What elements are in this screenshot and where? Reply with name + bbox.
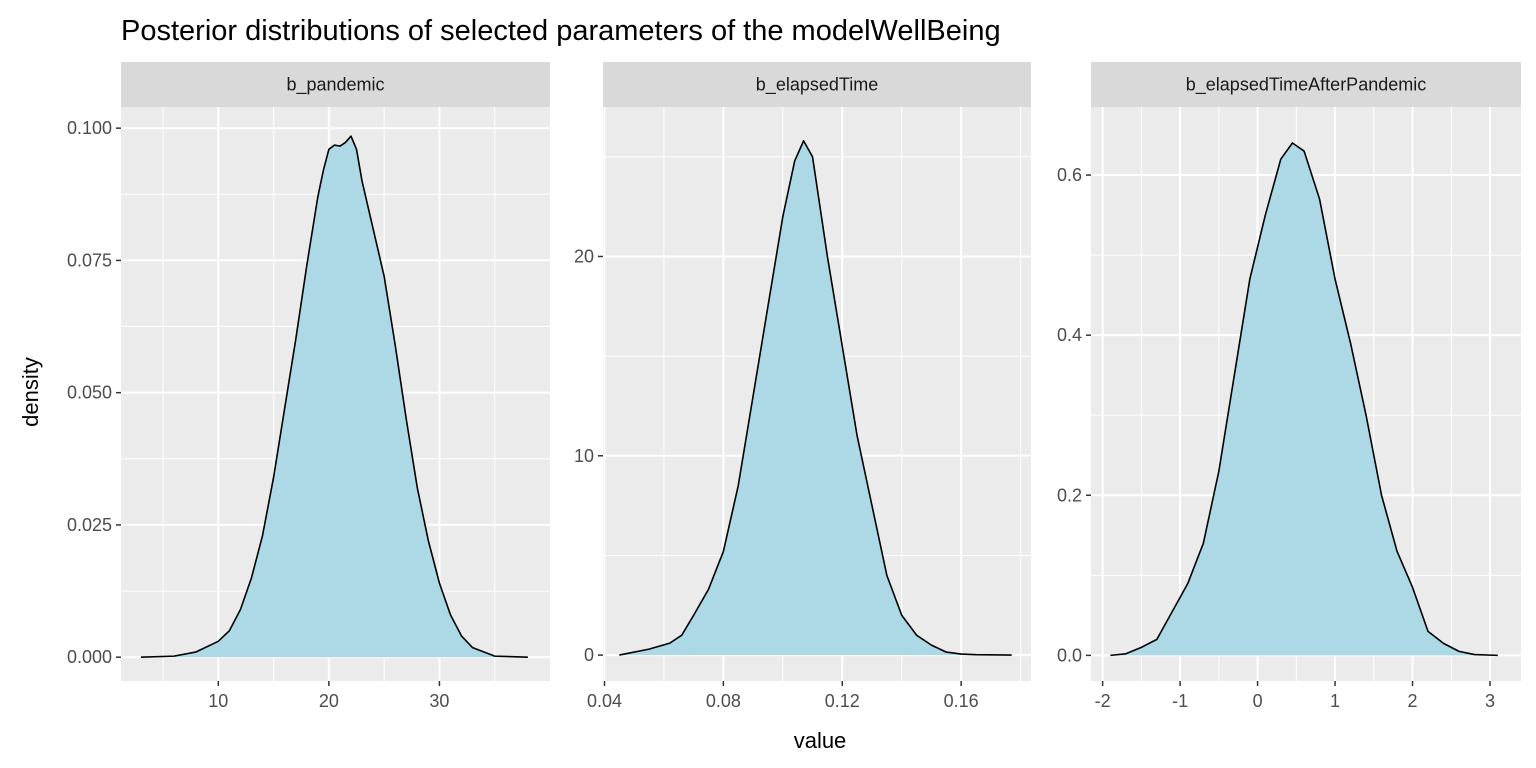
y-tick-label: 0.0 xyxy=(1057,645,1082,665)
x-axis-title: value xyxy=(794,728,847,753)
y-tick-label: 0.050 xyxy=(67,383,112,403)
x-tick-label: -2 xyxy=(1095,691,1111,711)
y-tick-label: 0.100 xyxy=(67,118,112,138)
y-tick-label: 20 xyxy=(574,246,594,266)
x-tick-label: 0.12 xyxy=(825,691,860,711)
facet-strip-3 xyxy=(1091,62,1521,107)
x-tick-label: 0.08 xyxy=(706,691,741,711)
x-tick-label: 0.04 xyxy=(587,691,622,711)
y-tick-label: 0.000 xyxy=(67,647,112,667)
y-tick-label: 0.075 xyxy=(67,250,112,270)
y-tick-label: 0.025 xyxy=(67,515,112,535)
density-line-1 xyxy=(140,135,528,658)
y-tick-label: 10 xyxy=(574,446,594,466)
y-tick-label: 0.2 xyxy=(1057,485,1082,505)
facet-strip-label-3: b_elapsedTimeAfterPandemic xyxy=(1186,75,1426,96)
facet-panel-3: b_elapsedTimeAfterPandemic 0.0 0.2 0.4 0.6 -2… xyxy=(1057,62,1521,711)
facet-strip-label-1: b_pandemic xyxy=(286,75,384,96)
x-tick-label: 2 xyxy=(1408,691,1418,711)
chart-title: Posterior distributions of selected para… xyxy=(121,15,1001,47)
facet-strip-2 xyxy=(603,62,1031,107)
x-tick-label: 10 xyxy=(208,691,228,711)
x-tick-label: 20 xyxy=(319,691,339,711)
x-tick-label: 0.16 xyxy=(944,691,979,711)
facet-strip-1 xyxy=(121,62,550,107)
x-tick-label: 3 xyxy=(1485,691,1495,711)
x-tick-label: 30 xyxy=(429,691,449,711)
density-line-3 xyxy=(1110,142,1498,657)
y-axis-title: density xyxy=(18,357,43,427)
facet-strip-label-2: b_elapsedTime xyxy=(756,75,878,96)
x-tick-label: 0 xyxy=(1253,691,1263,711)
density-area-1 xyxy=(140,136,528,658)
density-area-2 xyxy=(619,140,1012,656)
y-tick-label: 0.6 xyxy=(1057,165,1082,185)
density-line-2 xyxy=(619,140,1012,656)
x-tick-label: 1 xyxy=(1330,691,1340,711)
facet-panel-1: b_pandemic 0.000 0.025 0.050 0.075 0.100 10 20 3… xyxy=(67,62,550,711)
y-tick-label: 0 xyxy=(584,645,594,665)
x-tick-label: -1 xyxy=(1172,691,1188,711)
y-tick-label: 0.4 xyxy=(1057,325,1082,345)
facet-panel-2: b_elapsedTime 0 10 20 0.04 0.08 0.12 0.16 xyxy=(574,62,1031,711)
